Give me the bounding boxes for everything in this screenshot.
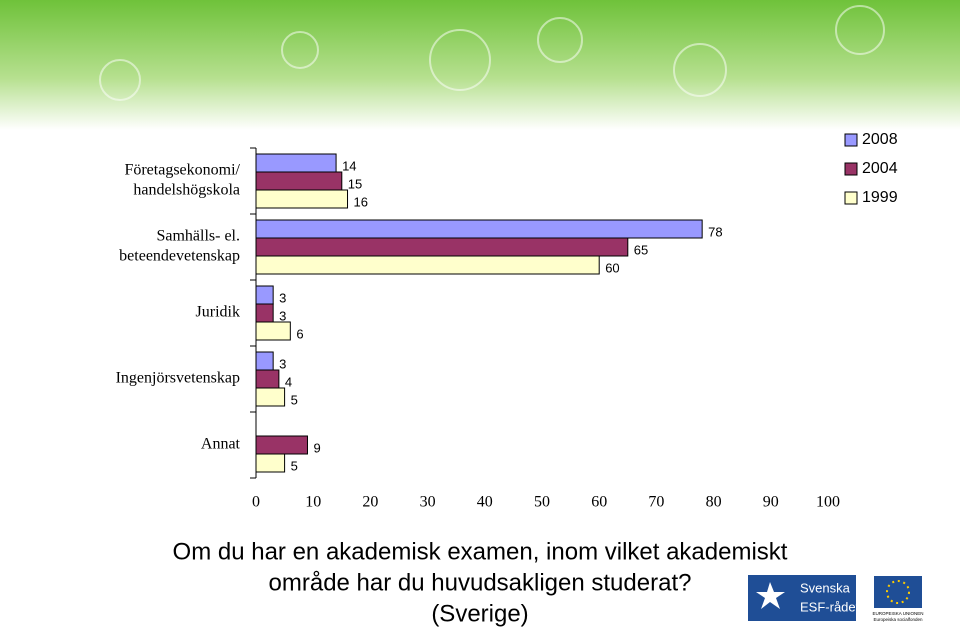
bar [255,219,703,239]
esf-logo: Svenska ESF-rådet [748,575,860,621]
bar [255,153,337,173]
x-tick-label: 10 [305,494,321,511]
x-tick-label: 40 [477,494,493,511]
bar [255,303,274,323]
legend-swatch [844,133,858,147]
x-tick-label: 20 [362,494,378,511]
x-tick-label: 100 [816,494,840,511]
value-label: 5 [291,458,298,473]
bar [255,435,308,455]
legend-label: 2004 [862,160,898,177]
value-label: 65 [634,242,648,257]
bar [255,453,286,473]
value-label: 3 [279,308,286,323]
value-label: 16 [354,194,368,209]
category-label: Annat [201,436,241,453]
x-tick-label: 0 [252,494,260,511]
bar [255,321,291,341]
x-tick-label: 30 [420,494,436,511]
legend-label: 1999 [862,189,898,206]
esf-star [756,582,785,609]
category-label: handelshögskola [133,182,240,199]
bar [255,351,274,371]
value-label: 3 [279,290,286,305]
category-label: Företagsekonomi/ [124,162,240,179]
eu-logo: EUROPEISKA UNIONEN Europeiska socialfond… [872,576,924,622]
chart-title: (Sverige) [431,600,528,627]
bar [255,285,274,305]
bar [255,171,343,191]
esf-text: ESF-rådet [800,599,860,614]
category-label: beteendevetenskap [119,248,240,265]
x-tick-label: 70 [648,494,664,511]
value-label: 60 [605,260,619,275]
value-label: 78 [708,224,722,239]
bar [255,255,600,275]
value-label: 4 [285,374,292,389]
x-tick-label: 90 [763,494,779,511]
legend-swatch [844,191,858,205]
bar [255,387,286,407]
eu-text: EUROPEISKA UNIONEN [872,611,923,616]
value-label: 14 [342,158,356,173]
category-label: Ingenjörsvetenskap [116,370,240,387]
legend-label: 2008 [862,131,898,148]
decoration [99,5,885,101]
value-label: 9 [313,440,320,455]
x-tick-label: 80 [706,494,722,511]
category-label: Samhälls- el. [156,228,240,245]
x-tick-label: 60 [591,494,607,511]
eu-stars [886,580,910,604]
eu-text: Europeiska socialfonden [873,617,923,622]
value-label: 3 [279,356,286,371]
bar [255,189,349,209]
chart-title: område har du huvudsakligen studerat? [269,569,692,596]
bar [255,369,280,389]
x-tick-label: 50 [534,494,550,511]
header-background [0,0,960,130]
value-label: 5 [291,392,298,407]
esf-text: Svenska [800,580,851,595]
category-label: Juridik [196,304,240,321]
value-label: 6 [296,326,303,341]
bar [255,237,629,257]
legend-swatch [844,162,858,176]
value-label: 15 [348,176,362,191]
chart-title: Om du har en akademisk examen, inom vilk… [173,538,788,565]
